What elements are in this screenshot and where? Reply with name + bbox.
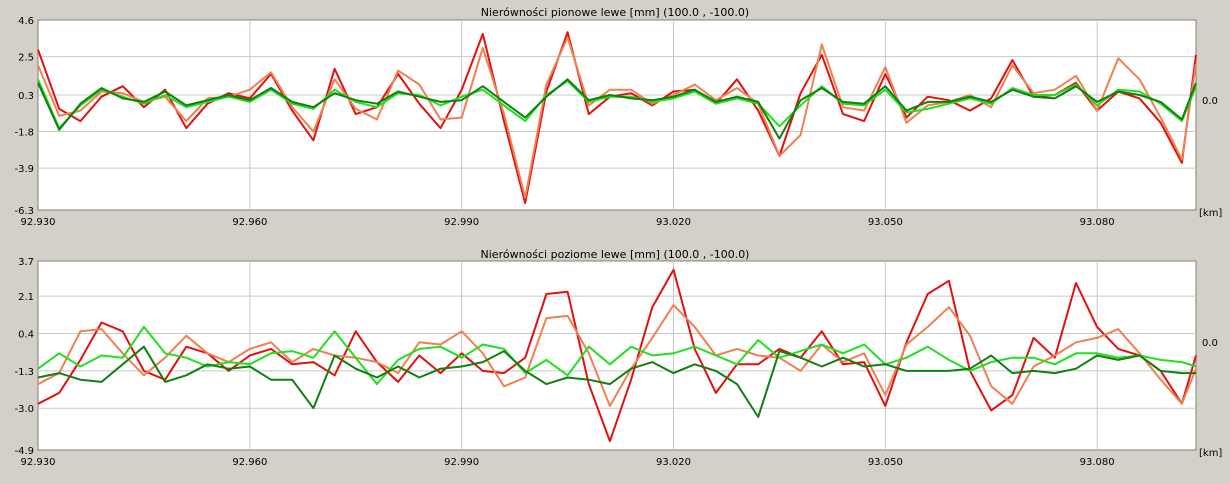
y-tick-label: 0.4 xyxy=(18,330,34,341)
plot-area xyxy=(37,19,1197,211)
y-tick-label: -1.8 xyxy=(14,128,34,139)
x-tick-label: 92.930 xyxy=(21,217,56,228)
y-axis-ticks: 3.7 2.1 0.4 -1.3 -3.0 -4.9 xyxy=(14,257,34,457)
series-line-3 xyxy=(37,345,1196,418)
y-tick-label: -3.0 xyxy=(14,404,34,415)
x-tick-label: 93.080 xyxy=(1080,457,1115,468)
chart-title: Nierówności pionowe lewe [mm] (100.0 , -… xyxy=(481,6,749,19)
right-zero-label: 0.0 xyxy=(1202,96,1218,107)
y-tick-label: -1.3 xyxy=(14,367,34,378)
x-axis-ticks: 92.930 92.960 92.990 93.020 93.050 93.080 xyxy=(21,457,1115,468)
x-tick-label: 93.050 xyxy=(868,217,903,228)
x-tick-label: 92.930 xyxy=(21,457,56,468)
y-tick-label: -4.9 xyxy=(14,446,34,457)
x-tick-label: 92.960 xyxy=(232,457,267,468)
x-axis-unit-label: [km] xyxy=(1199,448,1222,459)
x-axis-ticks: 92.930 92.960 92.990 93.020 93.050 93.080 xyxy=(21,217,1115,228)
y-axis-ticks: 4.6 2.5 0.3 -1.8 -3.9 -6.3 xyxy=(14,16,34,217)
horizontal-irregularities-chart: Nierówności poziome lewe [mm] (100.0 , -… xyxy=(14,248,1222,468)
y-tick-label: 2.1 xyxy=(18,292,34,303)
y-tick-label: -3.9 xyxy=(14,164,34,175)
x-tick-label: 93.050 xyxy=(868,457,903,468)
y-tick-label: 0.3 xyxy=(18,91,34,102)
x-tick-label: 92.990 xyxy=(444,217,479,228)
vertical-irregularities-chart: Nierówności pionowe lewe [mm] (100.0 , -… xyxy=(14,6,1222,228)
series-line-0 xyxy=(37,31,1197,204)
x-tick-label: 93.080 xyxy=(1080,217,1115,228)
chart-title: Nierówności poziome lewe [mm] (100.0 , -… xyxy=(481,248,750,261)
y-tick-label: 3.7 xyxy=(18,257,34,268)
x-tick-label: 93.020 xyxy=(656,457,691,468)
series-line-1 xyxy=(37,304,1197,407)
series-line-3 xyxy=(37,78,1197,140)
series-lines xyxy=(37,268,1197,443)
y-tick-label: 4.6 xyxy=(18,16,34,27)
y-tick-label: -6.3 xyxy=(14,206,34,217)
y-tick-label: 2.5 xyxy=(18,53,34,64)
series-line-2 xyxy=(37,325,1197,386)
x-tick-label: 93.020 xyxy=(656,217,691,228)
right-zero-label: 0.0 xyxy=(1202,338,1218,349)
x-tick-label: 92.990 xyxy=(444,457,479,468)
x-tick-label: 92.960 xyxy=(232,217,267,228)
x-axis-unit-label: [km] xyxy=(1199,208,1222,219)
series-lines xyxy=(37,31,1197,204)
